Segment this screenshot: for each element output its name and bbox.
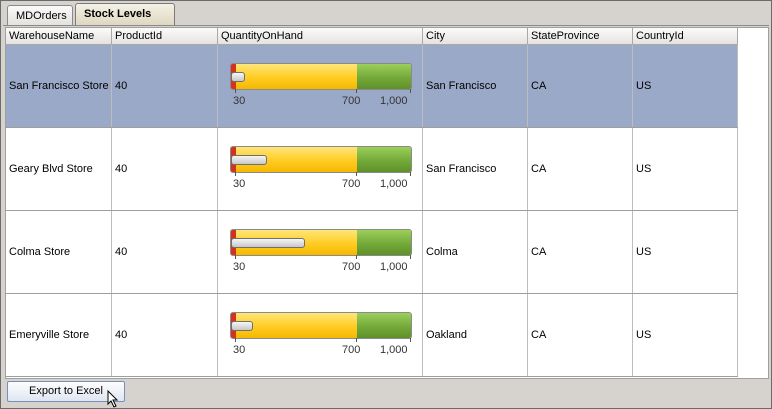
gauge-tick [410, 89, 411, 93]
footer-bar: Export to Excel [3, 379, 769, 408]
gauge-tick-label: 30 [233, 95, 246, 107]
tab-divider [3, 25, 769, 26]
gauge-tick-label: 1,000 [380, 261, 408, 273]
gauge-tick-label: 700 [342, 344, 361, 356]
gauge-tick [356, 338, 357, 342]
mouse-cursor-icon [107, 390, 119, 408]
tab-mdorders[interactable]: MDOrders [7, 5, 73, 25]
cell-state[interactable]: CA [528, 128, 633, 210]
cell-city[interactable]: San Francisco [423, 45, 528, 127]
gauge-tick-label: 30 [233, 344, 246, 356]
gauge-tick [410, 255, 411, 259]
gauge-tick [356, 255, 357, 259]
cell-quantity[interactable]: 30 700 1,000 [218, 294, 423, 376]
quantity-bullet-gauge: 30 700 1,000 [230, 312, 412, 360]
gauge-value-bar [231, 155, 267, 165]
cell-productid[interactable]: 40 [112, 128, 218, 210]
gauge-tick [410, 338, 411, 342]
cell-city[interactable]: San Francisco [423, 128, 528, 210]
gauge-ticks [230, 255, 412, 259]
gauge-track [230, 63, 412, 90]
grid-empty-area [740, 28, 768, 378]
cell-country[interactable]: US [633, 211, 738, 293]
cell-productid[interactable]: 40 [112, 294, 218, 376]
gauge-range-high [357, 147, 411, 172]
tab-strip: MDOrders Stock Levels [3, 3, 769, 26]
cell-warehouse[interactable]: San Francisco Store [6, 45, 112, 127]
cell-quantity[interactable]: 30 700 1,000 [218, 128, 423, 210]
quantity-bullet-gauge: 30 700 1,000 [230, 146, 412, 194]
cell-productid[interactable]: 40 [112, 211, 218, 293]
gauge-tick [235, 255, 236, 259]
table-row[interactable]: Emeryville Store 40 30 700 1,000 Oakland CA US [6, 294, 738, 377]
gauge-ticks [230, 89, 412, 93]
cell-quantity[interactable]: 30 700 1,000 [218, 45, 423, 127]
gauge-value-bar [231, 321, 253, 331]
tab-stock-levels[interactable]: Stock Levels [75, 3, 175, 26]
gauge-tick-label: 30 [233, 178, 246, 190]
gauge-tick [356, 172, 357, 176]
gauge-tick [235, 338, 236, 342]
cell-city[interactable]: Oakland [423, 294, 528, 376]
gauge-tick-label: 1,000 [380, 95, 408, 107]
gauge-ticks [230, 338, 412, 342]
gauge-tick [235, 172, 236, 176]
column-header-state[interactable]: StateProvince [528, 28, 633, 45]
table-row[interactable]: Colma Store 40 30 700 1,000 Colma CA US [6, 211, 738, 294]
cell-country[interactable]: US [633, 45, 738, 127]
gauge-range-high [357, 64, 411, 89]
gauge-tick-label: 1,000 [380, 178, 408, 190]
cell-warehouse[interactable]: Emeryville Store [6, 294, 112, 376]
column-header-warehouse[interactable]: WarehouseName [6, 28, 112, 45]
cell-state[interactable]: CA [528, 211, 633, 293]
gauge-tick-label: 700 [342, 95, 361, 107]
gauge-track [230, 312, 412, 339]
cell-city[interactable]: Colma [423, 211, 528, 293]
gauge-tick-label: 1,000 [380, 344, 408, 356]
gauge-value-bar [231, 72, 245, 82]
gauge-tick [356, 89, 357, 93]
gauge-tick [235, 89, 236, 93]
gauge-track [230, 146, 412, 173]
cell-country[interactable]: US [633, 294, 738, 376]
table-row[interactable]: San Francisco Store 40 30 700 1,000 San Franc… [6, 45, 738, 128]
gauge-range-high [357, 313, 411, 338]
cell-state[interactable]: CA [528, 294, 633, 376]
cell-warehouse[interactable]: Colma Store [6, 211, 112, 293]
gauge-tick [410, 172, 411, 176]
gauge-ticks [230, 172, 412, 176]
column-header-productid[interactable]: ProductId [112, 28, 218, 45]
column-header-city[interactable]: City [423, 28, 528, 45]
cell-warehouse[interactable]: Geary Blvd Store [6, 128, 112, 210]
column-header-quantity[interactable]: QuantityOnHand [218, 28, 423, 45]
export-to-excel-button[interactable]: Export to Excel [7, 381, 125, 402]
cell-country[interactable]: US [633, 128, 738, 210]
column-header-country[interactable]: CountryId [633, 28, 738, 45]
gauge-range-mid [236, 64, 357, 89]
stock-grid-panel: WarehouseName ProductId QuantityOnHand C… [5, 27, 769, 379]
gauge-track [230, 229, 412, 256]
gauge-value-bar [231, 238, 305, 248]
quantity-bullet-gauge: 30 700 1,000 [230, 63, 412, 111]
gauge-range-mid [236, 313, 357, 338]
gauge-tick-label: 700 [342, 178, 361, 190]
cell-quantity[interactable]: 30 700 1,000 [218, 211, 423, 293]
gauge-tick-label: 30 [233, 261, 246, 273]
gauge-tick-label: 700 [342, 261, 361, 273]
table-row[interactable]: Geary Blvd Store 40 30 700 1,000 San Francisc… [6, 128, 738, 211]
gauge-range-high [357, 230, 411, 255]
cell-productid[interactable]: 40 [112, 45, 218, 127]
cell-state[interactable]: CA [528, 45, 633, 127]
quantity-bullet-gauge: 30 700 1,000 [230, 229, 412, 277]
